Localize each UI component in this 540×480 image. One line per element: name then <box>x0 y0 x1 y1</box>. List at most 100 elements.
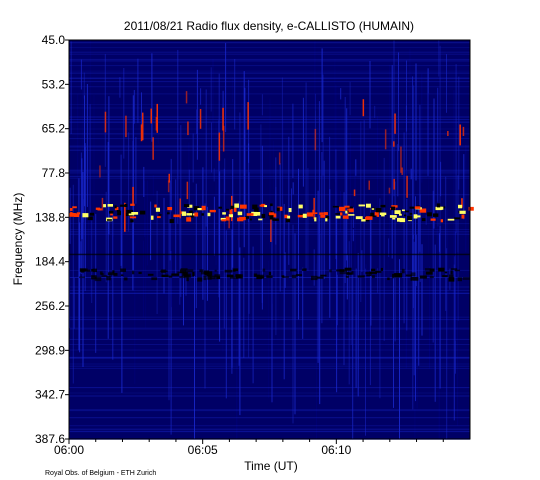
heatmap-streak <box>393 276 394 408</box>
heatmap-band-cell <box>252 204 258 210</box>
heatmap-band-cell <box>230 205 235 209</box>
heatmap-band-cell <box>323 212 328 216</box>
heatmap-band-cell <box>169 219 174 224</box>
heatmap-band-cell <box>287 215 291 219</box>
heatmap-dark-cell <box>108 272 115 276</box>
heatmap-dark-cell <box>168 275 173 278</box>
heatmap-burst <box>152 137 154 160</box>
heatmap-streak <box>346 108 348 261</box>
heatmap-row <box>69 194 470 196</box>
y-axis-label: Frequency (MHz) <box>11 193 25 286</box>
y-tick-label: 342.7 <box>35 388 65 402</box>
heatmap-streak <box>387 250 389 283</box>
heatmap-band-cell <box>207 212 211 217</box>
heatmap-streak <box>447 209 449 367</box>
heatmap-streak <box>365 268 366 436</box>
heatmap-dark-cell <box>100 271 103 275</box>
heatmap-streak <box>357 253 359 397</box>
heatmap-streak <box>82 81 84 242</box>
heatmap-band-cell <box>326 216 330 220</box>
heatmap-row <box>69 357 470 359</box>
heatmap-burst <box>401 167 403 175</box>
heatmap-band-cell <box>261 203 266 207</box>
heatmap-dark-cell <box>214 269 217 272</box>
heatmap-row <box>69 229 470 230</box>
heatmap-dark-cell <box>365 272 372 274</box>
heatmap-dark-cell <box>370 271 377 274</box>
heatmap-dark-cell <box>93 268 97 273</box>
heatmap-streak <box>355 268 357 388</box>
heatmap-dark-cell <box>311 275 318 281</box>
heatmap-band-cell <box>392 217 396 220</box>
heatmap-dark-cell <box>281 275 285 278</box>
heatmap-band-cell <box>402 209 405 212</box>
heatmap-row <box>69 86 470 88</box>
heatmap-streak <box>432 190 434 343</box>
heatmap-row <box>69 410 470 412</box>
heatmap-band-cell <box>261 213 266 219</box>
heatmap-streak <box>248 143 250 163</box>
heatmap-dark-cell <box>450 268 458 270</box>
y-tick-label: 45.0 <box>42 33 66 47</box>
heatmap-band-cell <box>389 215 397 218</box>
heatmap-row <box>69 133 470 135</box>
heatmap-band-cell <box>277 206 283 211</box>
heatmap-dark-cell <box>316 276 324 279</box>
heatmap-dark-cell <box>91 268 94 272</box>
heatmap-streak <box>133 90 135 124</box>
heatmap-band-cell <box>394 210 401 214</box>
heatmap-dark-cell <box>329 269 332 273</box>
heatmap-streak <box>415 63 417 181</box>
heatmap-band-cell <box>237 217 244 222</box>
heatmap-dark-cell <box>160 270 168 272</box>
heatmap-streak <box>151 53 153 142</box>
heatmap-band-cell <box>370 212 374 217</box>
heatmap-streak <box>281 77 283 207</box>
heatmap-burst <box>199 109 202 129</box>
heatmap-dark-cell <box>444 271 448 274</box>
heatmap-streak <box>89 104 91 215</box>
heatmap-burst <box>228 214 230 229</box>
heatmap-streak <box>336 216 338 393</box>
heatmap-streak <box>294 233 296 415</box>
heatmap-dark-cell <box>112 270 115 274</box>
heatmap-streak <box>113 236 115 276</box>
heatmap-dark-cell <box>346 272 352 275</box>
heatmap-streak <box>388 238 390 257</box>
heatmap-streak <box>170 251 172 435</box>
heatmap-streak <box>322 74 324 176</box>
heatmap-streak <box>360 121 362 303</box>
heatmap-dark-cell <box>320 274 327 277</box>
heatmap-streak <box>458 76 460 190</box>
heatmap-row <box>69 145 470 147</box>
heatmap-streak <box>204 203 206 389</box>
heatmap-burst <box>314 128 317 151</box>
heatmap-band-cell <box>366 203 371 208</box>
heatmap-band-cell <box>407 215 413 221</box>
y-tick-label: 256.2 <box>35 299 65 313</box>
heatmap-band-cell <box>314 217 317 222</box>
heatmap-row <box>69 77 470 79</box>
heatmap-streak <box>349 81 351 116</box>
heatmap-streak <box>261 145 263 310</box>
heatmap-dark-cell <box>113 273 118 276</box>
heatmap-streak <box>315 263 317 439</box>
heatmap-streak <box>436 215 438 357</box>
heatmap-streak <box>272 221 274 304</box>
heatmap-streak <box>168 214 170 401</box>
heatmap-band-cell <box>284 214 288 219</box>
heatmap-streak <box>410 168 412 180</box>
heatmap-band-cell <box>335 213 342 215</box>
heatmap-burst <box>247 102 249 130</box>
heatmap-streak <box>194 275 195 439</box>
heatmap-band-cell <box>438 206 444 210</box>
heatmap-burst <box>185 91 188 104</box>
heatmap-row <box>69 425 470 427</box>
heatmap-band-cell <box>320 215 326 218</box>
heatmap-dark-cell <box>203 275 207 281</box>
heatmap-row <box>69 269 470 271</box>
heatmap-streak <box>150 201 152 261</box>
heatmap-band-cell <box>391 205 398 208</box>
heatmap-dark-cell <box>235 274 239 279</box>
heatmap-streak <box>284 252 286 288</box>
